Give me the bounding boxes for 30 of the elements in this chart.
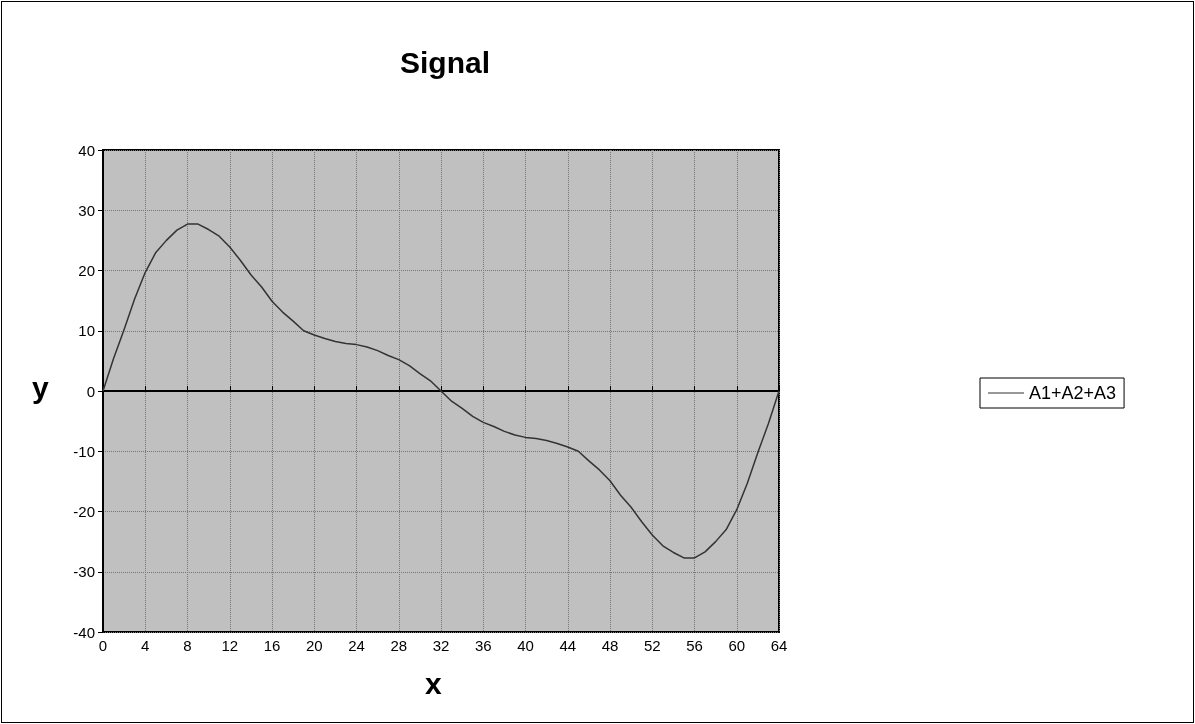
x-tick-label: 64	[770, 637, 788, 654]
y-tick-label: -40	[73, 623, 95, 641]
y-tick-label: 20	[78, 262, 95, 279]
x-tick-label: 60	[728, 637, 746, 654]
x-tick-label: 24	[348, 637, 365, 654]
x-axis-title: x	[425, 666, 442, 700]
y-tick-label: 10	[78, 322, 95, 340]
x-tick-label: 0	[98, 637, 108, 654]
x-tick-label: 56	[686, 637, 703, 654]
x-tick-label: 12	[221, 637, 239, 654]
y-tick-label: -10	[73, 442, 95, 460]
y-tick-label: 0	[86, 382, 95, 400]
x-tick-label: 44	[559, 637, 577, 654]
x-tick-label: 28	[390, 637, 408, 654]
x-tick-label: 48	[601, 637, 619, 654]
x-tick-label: 40	[517, 637, 534, 654]
y-axis-title: y	[32, 370, 49, 404]
y-tick-label: 30	[78, 201, 95, 219]
y-tick-label: 40	[78, 141, 95, 159]
x-tick-label: 32	[432, 637, 450, 654]
y-tick-label: -30	[73, 563, 95, 581]
x-tick-label: 52	[643, 637, 661, 654]
legend-label: A1+A2+A3	[1029, 383, 1117, 403]
x-tick-label: 20	[305, 637, 323, 654]
x-tick-label: 16	[263, 637, 281, 654]
x-tick-label: 4	[141, 637, 150, 654]
x-tick-label: 8	[183, 637, 192, 654]
x-tick-label: 36	[474, 637, 492, 654]
y-tick-label: -20	[73, 503, 95, 520]
chart-title: Signal	[399, 45, 491, 79]
